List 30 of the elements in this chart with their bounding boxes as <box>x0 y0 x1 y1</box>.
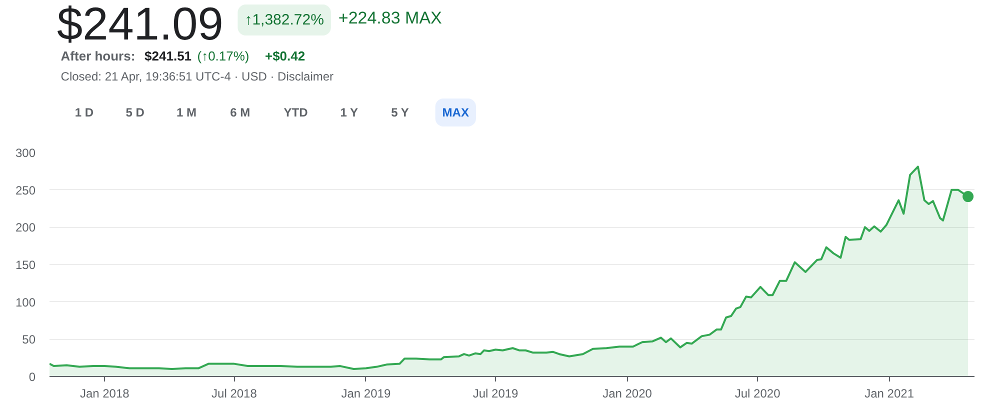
chart-title: $241.09 <box>57 0 224 50</box>
text: 5 Y <box>391 106 409 120</box>
x-tick-label: Jul 2019 <box>472 386 519 400</box>
text: After hours: <box>60 48 136 64</box>
y-tick-label: 150 <box>15 258 36 272</box>
x-tick-label: Jul 2020 <box>734 386 781 400</box>
x-tick-label: Jan 2018 <box>80 386 130 400</box>
text: $241.51 <box>144 48 192 64</box>
x-tick-label: Jan 2021 <box>864 386 914 400</box>
y-tick-label: 300 <box>15 146 36 160</box>
y-tick-label: 50 <box>22 332 36 347</box>
text: ↑1,382.72% <box>244 12 324 28</box>
text: 1 M <box>176 106 197 120</box>
text: 1 Y <box>340 106 358 120</box>
y-tick-label: 200 <box>15 220 36 235</box>
text: 1 D <box>74 106 94 120</box>
text: +224.83 MAX <box>338 8 442 28</box>
y-tick-label: 250 <box>15 183 36 198</box>
x-tick-label: Jul 2018 <box>212 386 258 400</box>
text: MAX <box>442 106 469 120</box>
x-tick-label: Jan 2020 <box>602 386 652 400</box>
x-tick-label: Jan 2019 <box>341 386 391 400</box>
text: (↑0.17%) <box>197 48 250 64</box>
text: +$0.42 <box>264 48 306 64</box>
text: Closed: 21 Apr, 19:36:51 UTC-4 · USD · Disclaimer <box>60 70 334 84</box>
text: YTD <box>284 106 308 120</box>
y-tick-label: 0 <box>28 370 36 384</box>
text: 5 D <box>126 106 145 120</box>
y-tick-label: 100 <box>15 295 36 310</box>
text: 6 M <box>230 106 250 120</box>
